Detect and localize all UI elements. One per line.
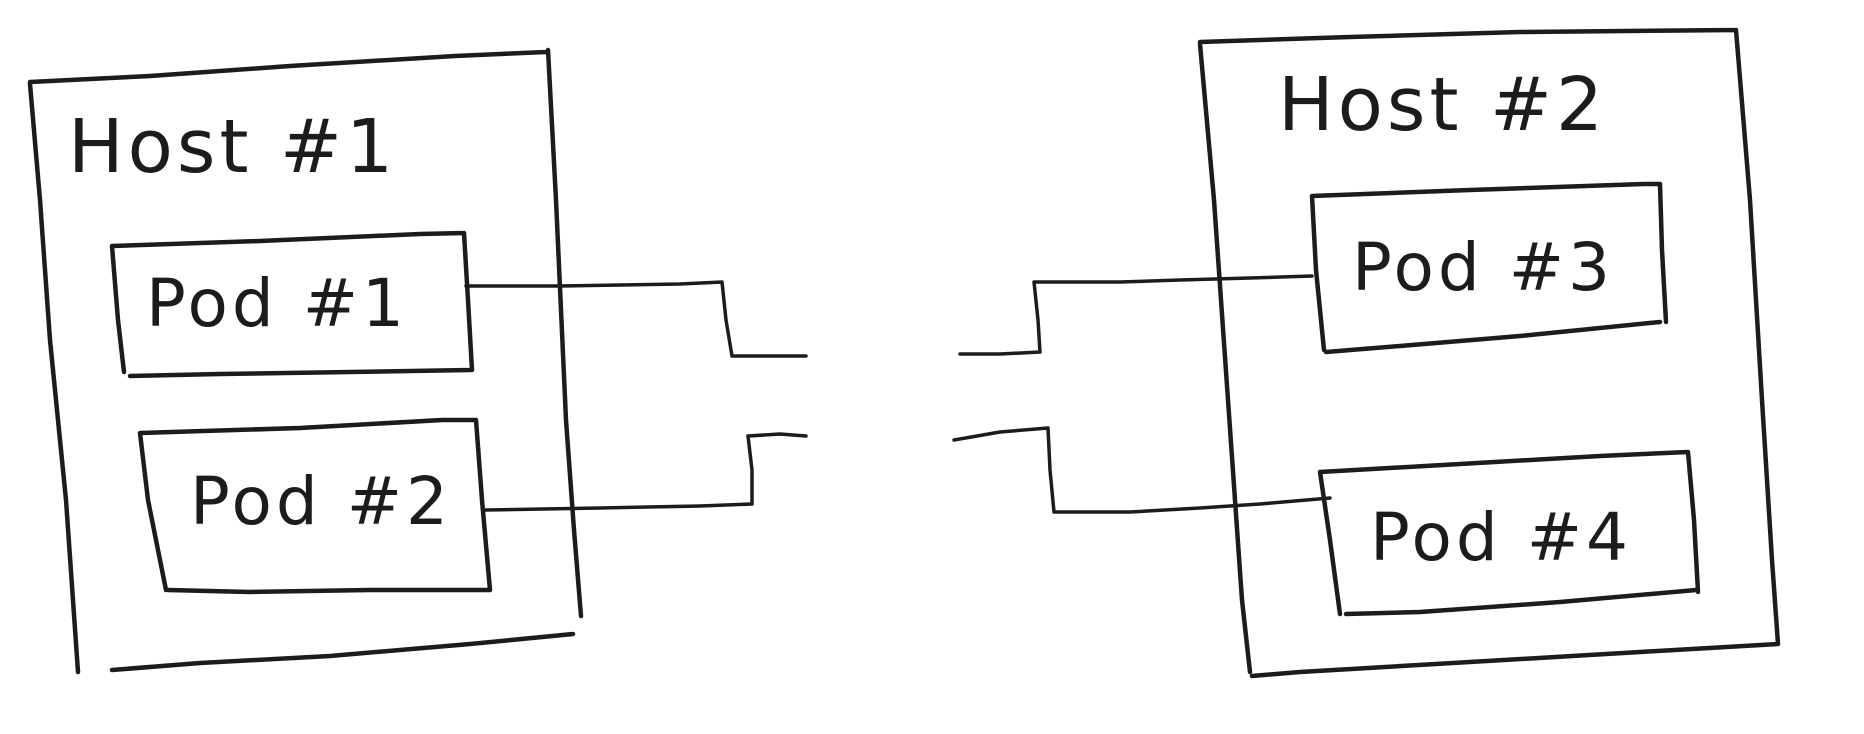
host-1-box: Host #1 (27, 47, 584, 675)
host-2-box: Host #2 (1197, 27, 1781, 679)
pod-1-label: Pod #1 (146, 265, 408, 342)
pod-2-box: Pod #2 (137, 417, 493, 595)
host-1-label: Host #1 (68, 104, 397, 190)
pod-4-label: Pod #4 (1370, 499, 1632, 576)
connection-pod-3-wire (958, 274, 1314, 356)
pod-3-border (1309, 181, 1669, 355)
pod-3-box: Pod #3 (1309, 181, 1669, 355)
connection-pod-4-wire (952, 426, 1332, 514)
host-2-label: Host #2 (1278, 62, 1607, 148)
pod-1-border (109, 230, 475, 379)
connection-pod-1-wire (464, 280, 808, 358)
pod-2-label: Pod #2 (190, 463, 452, 540)
pod-3-label: Pod #3 (1352, 229, 1614, 306)
connection-pod-2-wire (484, 432, 808, 512)
pod-4-border (1317, 449, 1701, 617)
pod-1-box: Pod #1 (109, 230, 475, 379)
pod-4-box: Pod #4 (1317, 449, 1701, 617)
pod-2-border (137, 417, 493, 595)
host-2-border (1197, 27, 1781, 679)
host-1-border (27, 47, 584, 675)
